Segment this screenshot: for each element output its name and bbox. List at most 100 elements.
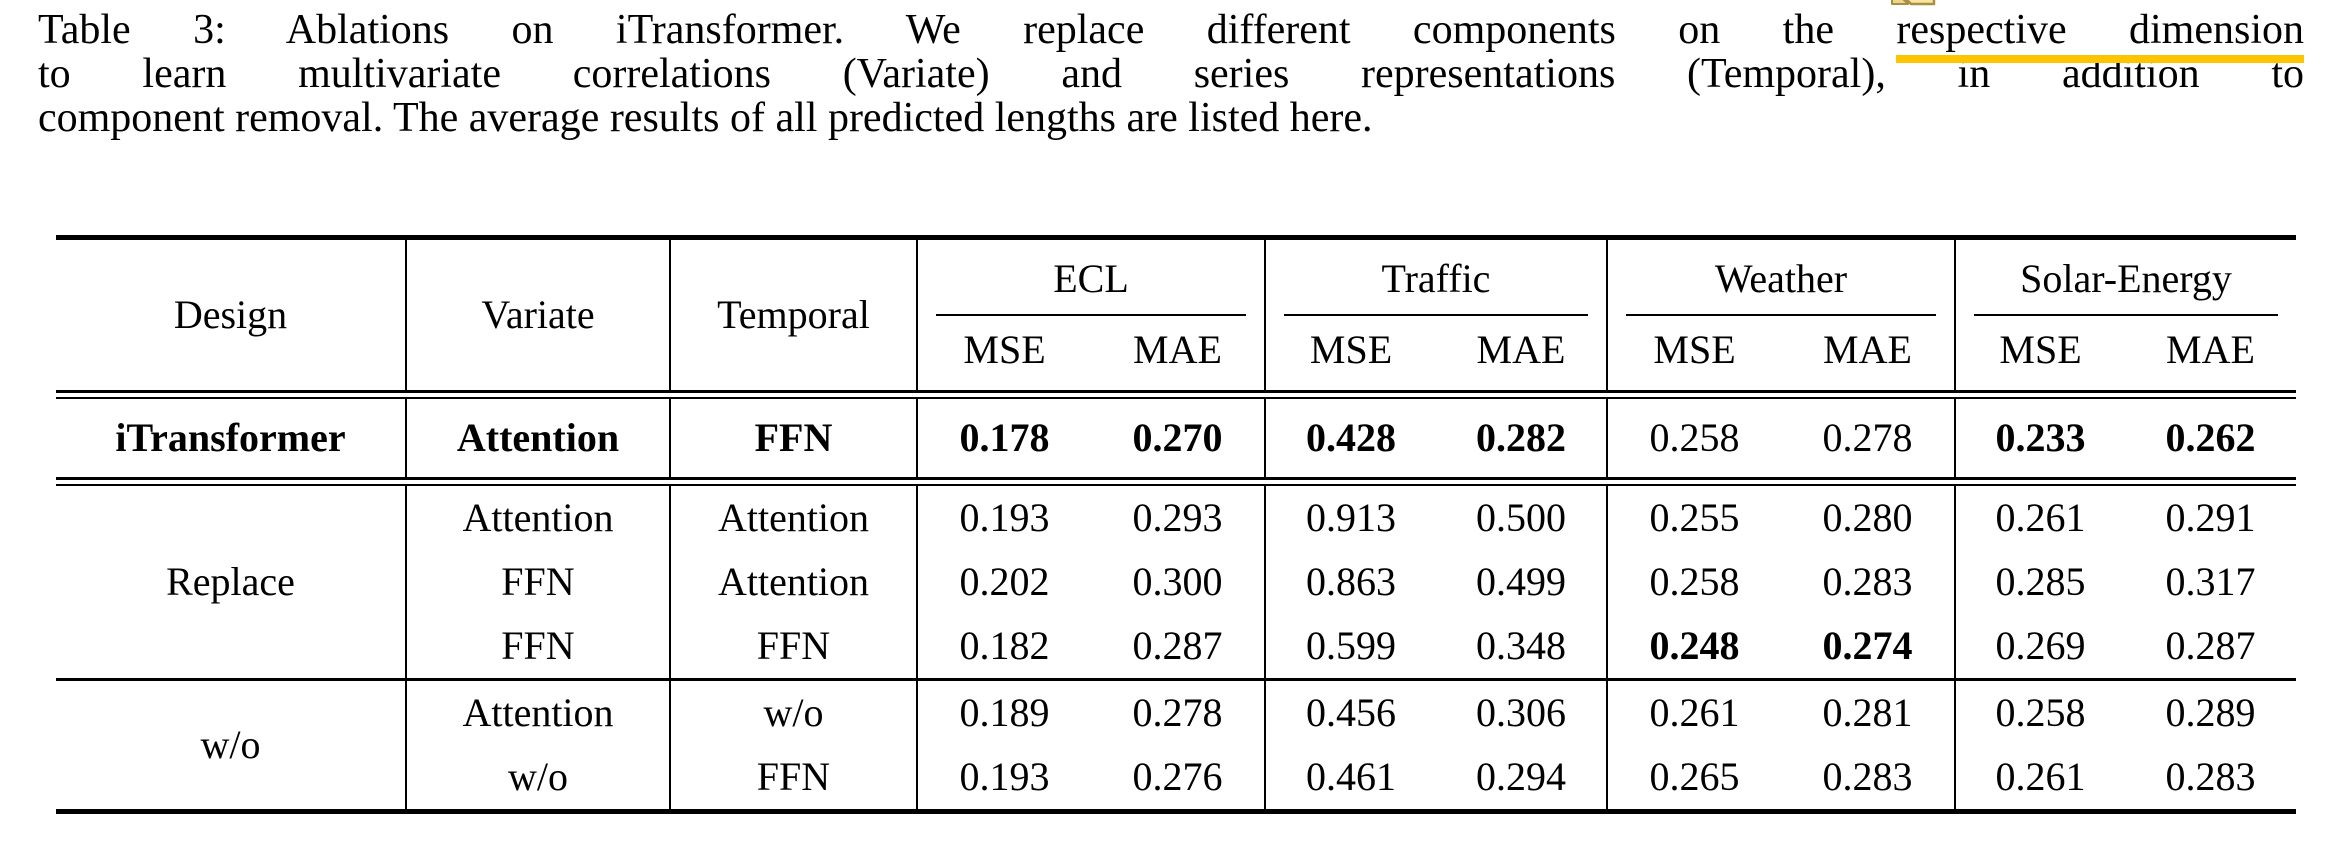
value-cell: 0.294 xyxy=(1436,745,1608,809)
group-header-weather: Weather xyxy=(1607,240,1956,316)
temporal-cell: Attention xyxy=(670,550,918,614)
table-row-wo-2: w/o FFN 0.193 0.276 0.461 0.294 0.265 0.… xyxy=(56,745,2296,809)
value-cell: 0.500 xyxy=(1436,486,1608,550)
table-caption: Table 3: Ablations on iTransformer. We r… xyxy=(38,0,2304,141)
caption-line-2: to learn multivariate correlations (Vari… xyxy=(38,51,2304,97)
temporal-cell: FFN xyxy=(670,745,918,809)
cmidrule-ecl xyxy=(936,314,1246,316)
value-cell: 0.283 xyxy=(2165,754,2256,799)
temporal-cell: FFN xyxy=(670,399,918,477)
table-row-replace-2: FFN Attention 0.202 0.300 0.863 0.499 0.… xyxy=(56,550,2296,614)
value-cell: 0.258 xyxy=(1649,415,1740,460)
value-cell: 0.189 xyxy=(959,690,1050,735)
value-cell: 0.278 xyxy=(1781,399,1956,477)
metric-header-weather-mae: MAE xyxy=(1781,316,1956,390)
value-cell: 0.261 xyxy=(1995,754,2086,799)
ablation-table: Design Variate Temporal ECL Traffic Weat… xyxy=(56,235,2296,814)
value-cell: 0.287 xyxy=(1091,614,1266,678)
table-row-itransformer: iTransformer Attention FFN 0.178 0.270 0… xyxy=(56,399,2296,477)
value-cell: 0.274 xyxy=(1781,614,1956,678)
temporal-cell: w/o xyxy=(670,681,918,745)
caption-line-3: component removal. The average results o… xyxy=(38,95,1373,141)
value-cell: 0.289 xyxy=(2165,690,2256,735)
value-cell: 0.270 xyxy=(1091,399,1266,477)
sticky-note-icon[interactable] xyxy=(1888,0,1938,7)
cmidrule-weather xyxy=(1626,314,1936,316)
col-header-temporal: Temporal xyxy=(670,240,918,390)
temporal-cell: FFN xyxy=(670,614,918,678)
value-cell: 0.255 xyxy=(1649,495,1740,540)
value-cell: 0.276 xyxy=(1091,745,1266,809)
value-cell: 0.258 xyxy=(1995,690,2086,735)
table-row-replace-3: FFN FFN 0.182 0.287 0.599 0.348 0.248 0.… xyxy=(56,614,2296,678)
value-cell: 0.262 xyxy=(2165,415,2256,460)
value-cell: 0.283 xyxy=(1781,745,1956,809)
group-header-solar-energy: Solar-Energy xyxy=(1955,240,2296,316)
value-cell: 0.193 xyxy=(959,495,1050,540)
metric-header-ecl-mae: MAE xyxy=(1091,316,1266,390)
variate-cell: w/o xyxy=(406,745,671,809)
value-cell: 0.233 xyxy=(1995,415,2086,460)
metric-header-traffic-mae: MAE xyxy=(1436,316,1608,390)
design-cell: w/o xyxy=(56,681,407,809)
design-cell: Replace xyxy=(56,486,407,678)
value-cell: 0.317 xyxy=(2165,559,2256,604)
value-cell: 0.280 xyxy=(1781,486,1956,550)
section-rule xyxy=(56,678,2296,681)
value-cell: 0.283 xyxy=(1781,550,1956,614)
value-cell: 0.281 xyxy=(1781,681,1956,745)
metric-header-traffic-mse: MSE xyxy=(1309,327,1393,372)
caption-line-1-text: Table 3: Ablations on iTransformer. We r… xyxy=(38,7,1834,53)
value-cell: 0.287 xyxy=(2165,623,2256,668)
table-row-wo-1: w/o Attention w/o 0.189 0.278 0.456 0.30… xyxy=(56,681,2296,809)
value-cell: 0.278 xyxy=(1091,681,1266,745)
value-cell: 0.306 xyxy=(1436,681,1608,745)
variate-cell: Attention xyxy=(406,681,671,745)
value-cell: 0.269 xyxy=(1995,623,2086,668)
section-rule xyxy=(56,477,2296,486)
value-cell: 0.261 xyxy=(1995,495,2086,540)
value-cell: 0.261 xyxy=(1649,690,1740,735)
variate-cell: Attention xyxy=(406,399,671,477)
metric-header-ecl-mse: MSE xyxy=(963,327,1046,372)
metric-header-solar-mse: MSE xyxy=(1999,327,2082,372)
value-cell: 0.193 xyxy=(959,754,1050,799)
value-cell: 0.599 xyxy=(1306,623,1396,668)
value-cell: 0.282 xyxy=(1436,399,1608,477)
value-cell: 0.461 xyxy=(1306,754,1396,799)
value-cell: 0.293 xyxy=(1091,486,1266,550)
temporal-cell: Attention xyxy=(670,486,918,550)
caption-line-1: Table 3: Ablations on iTransformer. We r… xyxy=(38,0,2304,63)
variate-cell: FFN xyxy=(406,550,671,614)
header-rule xyxy=(56,390,2296,399)
variate-cell: Attention xyxy=(406,486,671,550)
value-cell: 0.300 xyxy=(1091,550,1266,614)
top-rule xyxy=(56,235,2296,240)
design-cell: iTransformer xyxy=(56,399,407,477)
variate-cell: FFN xyxy=(406,614,671,678)
value-cell: 0.265 xyxy=(1649,754,1740,799)
cmidrule-solar-energy xyxy=(1974,314,2278,316)
value-cell: 0.258 xyxy=(1649,559,1740,604)
value-cell: 0.291 xyxy=(2165,495,2256,540)
value-cell: 0.499 xyxy=(1436,550,1608,614)
bottom-rule xyxy=(56,809,2296,814)
metric-header-solar-mae: MAE xyxy=(2166,327,2255,372)
value-cell: 0.202 xyxy=(959,559,1050,604)
value-cell: 0.913 xyxy=(1306,495,1396,540)
annotated-phrase-text: respective dimension xyxy=(1896,7,2304,53)
col-header-design: Design xyxy=(56,240,407,390)
value-cell: 0.456 xyxy=(1306,690,1396,735)
col-header-variate: Variate xyxy=(406,240,671,390)
value-cell: 0.348 xyxy=(1436,614,1608,678)
value-cell: 0.863 xyxy=(1306,559,1396,604)
ablation-table-container: Design Variate Temporal ECL Traffic Weat… xyxy=(56,235,2296,814)
value-cell: 0.178 xyxy=(959,415,1050,460)
value-cell: 0.428 xyxy=(1306,415,1396,460)
group-header-traffic: Traffic xyxy=(1265,240,1608,316)
metric-header-weather-mse: MSE xyxy=(1653,327,1736,372)
group-header-ecl: ECL xyxy=(917,240,1266,316)
annotated-phrase: respective dimension xyxy=(1891,0,2304,63)
table-row-replace-1: Replace Attention Attention 0.193 0.293 … xyxy=(56,486,2296,678)
value-cell: 0.285 xyxy=(1995,559,2086,604)
